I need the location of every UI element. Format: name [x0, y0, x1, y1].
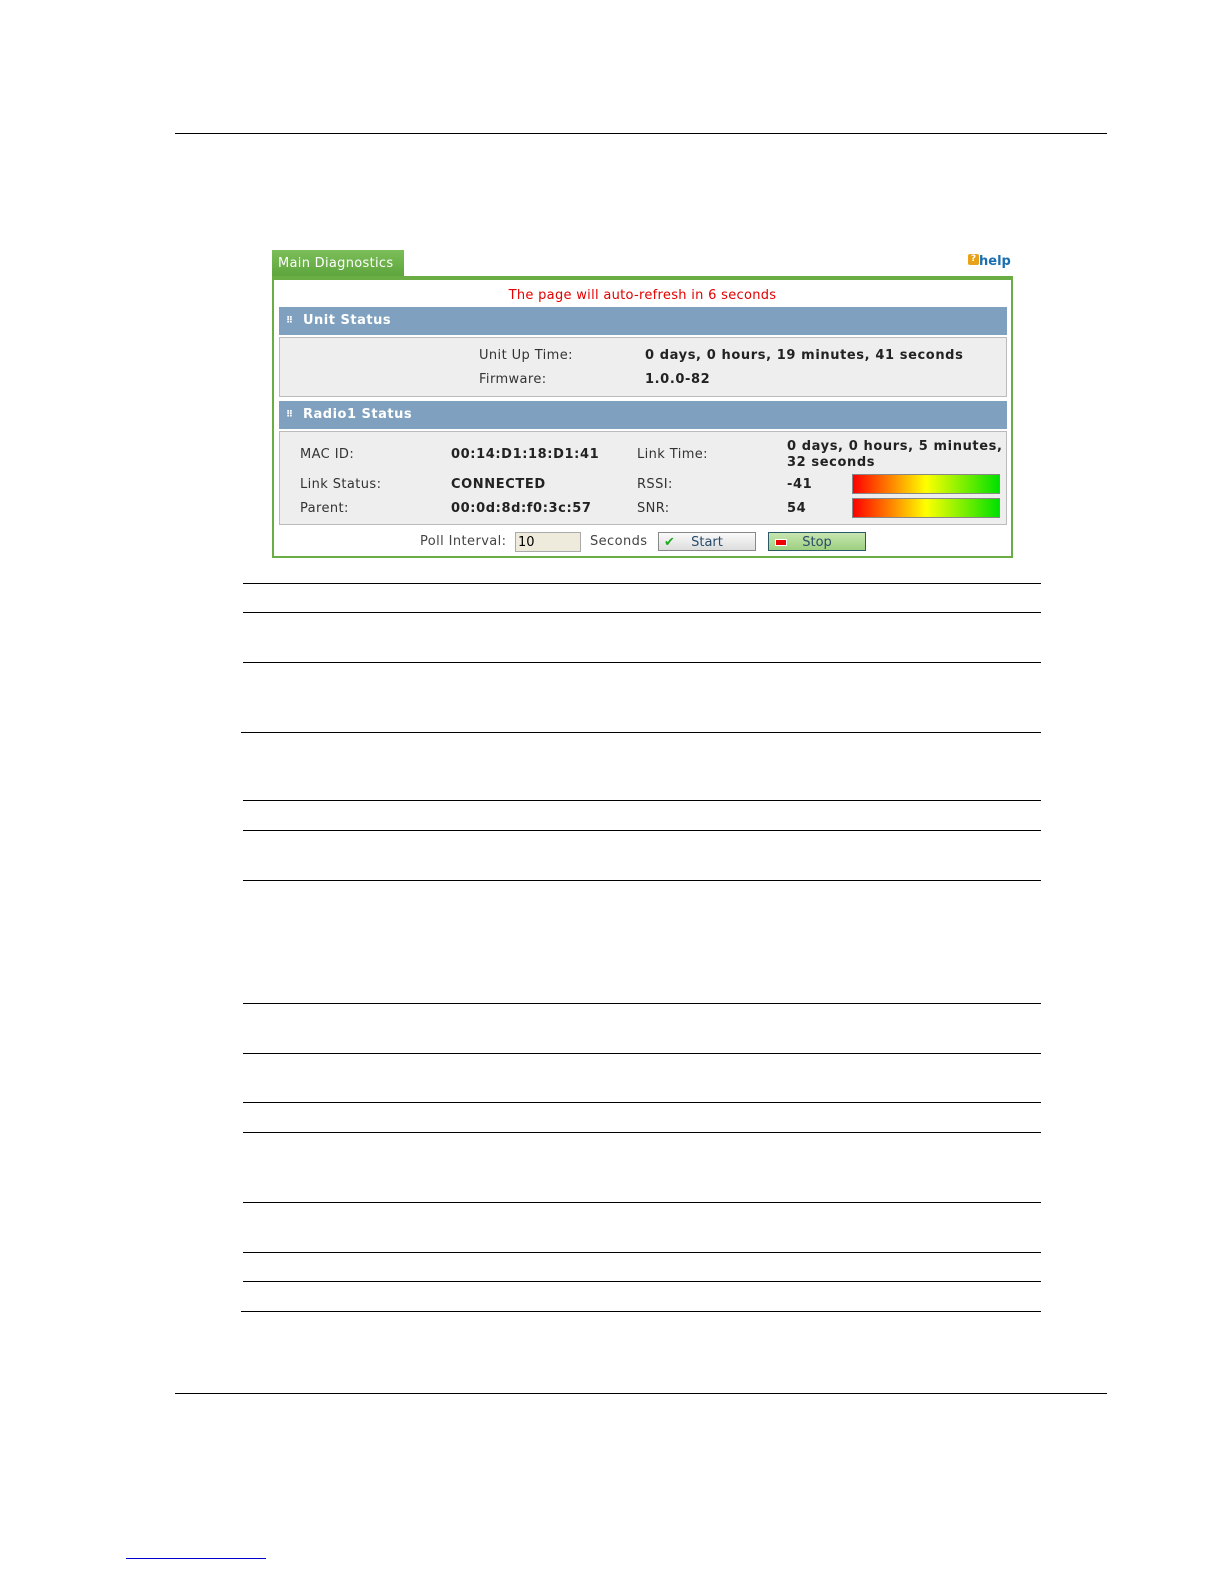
mac-value: 00:14:D1:18:D1:41	[451, 447, 600, 462]
tab-main-diagnostics[interactable]: Main Diagnostics	[272, 250, 404, 276]
table-rule	[243, 612, 1041, 613]
rssi-signal-bar	[852, 474, 1000, 494]
start-button[interactable]: ✔ Start	[658, 532, 756, 551]
link-time-value-1: 0 days, 0 hours, 5 minutes,	[787, 439, 1003, 454]
table-rule	[243, 1281, 1041, 1282]
table-rule	[241, 732, 1041, 733]
mac-label: MAC ID:	[300, 447, 355, 462]
refresh-notice: The page will auto-refresh in 6 seconds	[508, 288, 777, 303]
parent-value: 00:0d:8d:f0:3c:57	[451, 501, 592, 516]
stop-icon	[775, 539, 787, 546]
rssi-value: -41	[787, 477, 813, 492]
table-rule	[243, 800, 1041, 801]
unit-status-title: Unit Status	[303, 313, 392, 328]
stop-label: Stop	[802, 535, 832, 550]
table-rule	[243, 1102, 1041, 1103]
grip-icon: ⠿	[286, 410, 293, 420]
poll-interval-label: Poll Interval:	[420, 534, 507, 549]
seconds-label: Seconds	[590, 534, 648, 549]
table-rule	[243, 1053, 1041, 1054]
check-icon: ✔	[664, 535, 675, 550]
table-rule	[243, 1252, 1041, 1253]
table-rule	[243, 880, 1041, 881]
help-link[interactable]: ? help	[968, 254, 1011, 269]
table-rule	[243, 830, 1041, 831]
table-rule	[243, 1202, 1041, 1203]
rssi-label: RSSI:	[637, 477, 673, 492]
link-status-value: CONNECTED	[451, 477, 546, 492]
radio-status-box: MAC ID: 00:14:D1:18:D1:41 Link Status: C…	[279, 431, 1007, 525]
uptime-label: Unit Up Time:	[479, 348, 573, 363]
firmware-label: Firmware:	[479, 372, 547, 387]
help-label: help	[979, 254, 1011, 269]
link-status-label: Link Status:	[300, 477, 382, 492]
snr-value: 54	[787, 501, 807, 516]
help-icon: ?	[968, 254, 979, 265]
table-rule	[241, 1311, 1041, 1312]
firmware-value: 1.0.0-82	[645, 372, 711, 387]
header-rule	[175, 133, 1107, 134]
table-rule	[243, 1003, 1041, 1004]
parent-label: Parent:	[300, 501, 349, 516]
unit-status-header: ⠿ Unit Status	[279, 307, 1007, 335]
snr-label: SNR:	[637, 501, 670, 516]
table-rule	[243, 583, 1041, 584]
poll-interval-input[interactable]: 10	[515, 532, 581, 552]
footer-link-underline	[126, 1558, 266, 1559]
link-time-label: Link Time:	[637, 447, 708, 462]
uptime-value: 0 days, 0 hours, 19 minutes, 41 seconds	[645, 348, 964, 363]
table-rule	[243, 1132, 1041, 1133]
snr-signal-bar	[852, 498, 1000, 518]
footer-rule	[175, 1393, 1107, 1394]
diagnostics-panel: The page will auto-refresh in 6 seconds …	[272, 276, 1013, 558]
start-label: Start	[691, 535, 723, 550]
radio-status-title: Radio1 Status	[303, 407, 413, 422]
link-time-value-2: 32 seconds	[787, 455, 876, 470]
radio-status-header: ⠿ Radio1 Status	[279, 401, 1007, 429]
grip-icon: ⠿	[286, 316, 293, 326]
stop-button[interactable]: Stop	[768, 532, 866, 551]
unit-status-box: Unit Up Time: 0 days, 0 hours, 19 minute…	[279, 337, 1007, 397]
table-rule	[243, 662, 1041, 663]
